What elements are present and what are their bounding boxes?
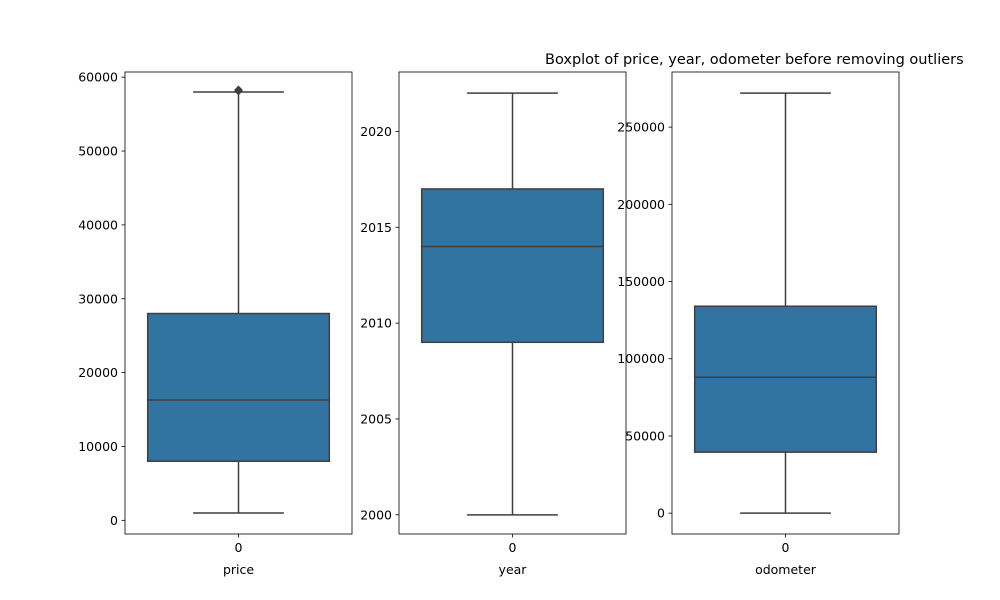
y-tick-label: 2020: [360, 124, 392, 139]
y-tick-label: 20000: [78, 365, 118, 380]
x-axis-label: year: [499, 562, 528, 577]
y-tick-label: 150000: [617, 274, 665, 289]
y-tick-label: 2005: [360, 411, 392, 426]
y-tick-label: 50000: [78, 144, 118, 159]
box-iqr: [146, 312, 331, 462]
panel-odometer: 0 50000 100000 150000 200000 250000 0 odometer: [617, 71, 900, 577]
outlier-point: [234, 85, 243, 94]
x-tick-label: 0: [235, 540, 243, 555]
x-axis-label: odometer: [755, 562, 817, 577]
y-tick-label: 0: [110, 513, 118, 528]
x-tick-label: 0: [782, 540, 790, 555]
x-tick-label: 0: [509, 540, 517, 555]
box-iqr: [693, 305, 878, 453]
y-tick-label: 2000: [360, 507, 392, 522]
y-tick-label: 0: [657, 506, 665, 521]
y-tick-label: 250000: [617, 120, 665, 135]
box-iqr: [420, 188, 605, 344]
y-tick-label: 30000: [78, 291, 118, 306]
panel-year: 2000 2005 2010 2015 2020 0 year: [360, 71, 627, 577]
y-tick-label: 2010: [360, 316, 392, 331]
x-axis-label: price: [223, 562, 254, 577]
panel-price: 0 10000 20000 30000 40000 50000 60000 0 price: [78, 70, 353, 577]
y-tick-label: 40000: [78, 217, 118, 232]
figure-title: Boxplot of price, year, odometer before …: [545, 52, 964, 68]
y-tick-label: 60000: [78, 70, 118, 85]
y-tick-label: 50000: [625, 428, 665, 443]
y-tick-label: 10000: [78, 439, 118, 454]
y-tick-label: 2015: [360, 220, 392, 235]
y-tick-label: 100000: [617, 351, 665, 366]
y-tick-label: 200000: [617, 197, 665, 212]
